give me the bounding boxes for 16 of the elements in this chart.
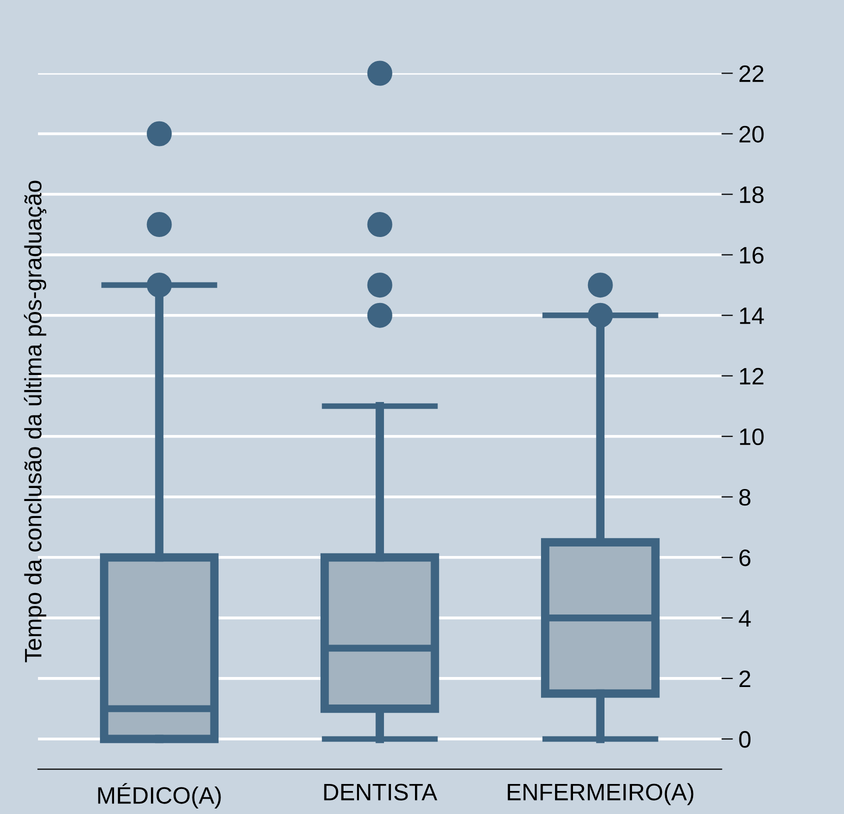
y-tick-label: 20 (739, 126, 764, 143)
y-tick-label: 16 (740, 246, 764, 264)
y-tick-label: 12 (740, 368, 764, 384)
y-tick-label: 14 (740, 308, 764, 324)
y-tick-label: 0 (739, 731, 750, 748)
y-tick-label: 8 (739, 488, 750, 506)
y-tick-label: 18 (740, 186, 764, 204)
y-tick-label: 2 (739, 670, 750, 688)
y-axis-title: Tempo da conclusão da última pós-graduação (24, 180, 46, 662)
x-tick-label: ENFERMEIRO(A) (508, 783, 694, 806)
y-tick-label: 6 (739, 549, 750, 566)
y-tick-label: 10 (740, 428, 764, 446)
x-tick-label: DENTISTA (324, 784, 438, 800)
y-tick-label: 22 (739, 65, 764, 82)
x-tick-label: MÉDICO(A) (98, 783, 221, 808)
y-tick-label: 4 (738, 610, 751, 626)
